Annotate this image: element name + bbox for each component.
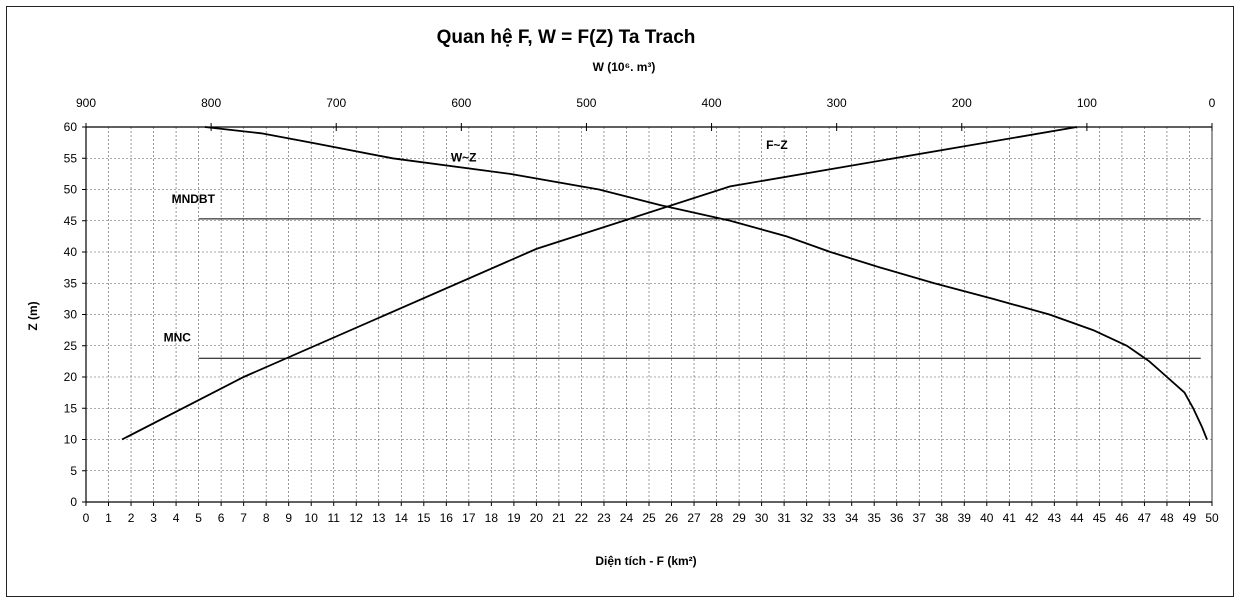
- x-tick-label: 4: [173, 511, 180, 525]
- x-tick-label: 37: [913, 511, 927, 525]
- x-tick-label: 33: [822, 511, 836, 525]
- y-tick-label: 45: [64, 214, 78, 228]
- series-line-w-z: [204, 126, 1208, 440]
- top-tick-label: 800: [201, 96, 221, 110]
- y-tick-label: 5: [70, 464, 77, 478]
- x-axis-label: Diện tích - F (km²): [595, 554, 696, 568]
- top-tick-label: 600: [451, 96, 471, 110]
- x-tick-label: 45: [1093, 511, 1107, 525]
- x-tick-label: 6: [218, 511, 225, 525]
- y-tick-label: 20: [64, 370, 78, 384]
- x-tick-label: 49: [1183, 511, 1197, 525]
- x-tick-label: 38: [935, 511, 949, 525]
- x-tick-label: 13: [372, 511, 386, 525]
- x-tick-label: 10: [305, 511, 319, 525]
- x-tick-label: 11: [327, 511, 340, 525]
- x-tick-label: 7: [240, 511, 247, 525]
- x-tick-label: 29: [732, 511, 746, 525]
- x-tick-label: 42: [1025, 511, 1039, 525]
- top-tick-label: 300: [827, 96, 847, 110]
- x-tick-label: 24: [620, 511, 634, 525]
- reference-label-mnc: MNC: [164, 330, 192, 344]
- x-tick-label: 16: [440, 511, 454, 525]
- x-tick-label: 27: [687, 511, 701, 525]
- grid: [86, 127, 1212, 502]
- chart-frame: [6, 6, 1234, 597]
- x-tick-label: 23: [597, 511, 611, 525]
- y-tick-label: 15: [64, 401, 78, 415]
- series-label-f-z: F~Z: [766, 138, 788, 152]
- series-line-f-z: [121, 126, 1078, 441]
- x-tick-label: 31: [777, 511, 791, 525]
- top-tick-label: 100: [1077, 96, 1097, 110]
- x-tick-label: 46: [1115, 511, 1129, 525]
- top-tick-label: 0: [1209, 96, 1216, 110]
- y-tick-label: 10: [64, 433, 78, 447]
- x-tick-label: 36: [890, 511, 904, 525]
- x-tick-label: 41: [1003, 511, 1017, 525]
- x-tick-label: 39: [958, 511, 972, 525]
- y-tick-label: 30: [64, 308, 78, 322]
- reference-label-mndbt: MNDBT: [172, 192, 216, 206]
- x-tick-label: 2: [128, 511, 135, 525]
- x-tick-label: 50: [1205, 511, 1219, 525]
- x-tick-label: 32: [800, 511, 814, 525]
- x-tick-label: 9: [285, 511, 292, 525]
- y-tick-label: 60: [64, 120, 78, 134]
- chart-title: Quan hệ F, W = F(Z) Ta Trach: [437, 27, 696, 48]
- y-tick-label: 25: [64, 339, 78, 353]
- x-tick-label: 44: [1070, 511, 1084, 525]
- series-label-w-z: W~Z: [451, 150, 477, 164]
- x-tick-label: 21: [552, 511, 566, 525]
- x-tick-label: 19: [507, 511, 521, 525]
- x-tick-label: 8: [263, 511, 270, 525]
- x-tick-label: 22: [575, 511, 589, 525]
- top-tick-label: 400: [702, 96, 722, 110]
- top-tick-label: 500: [576, 96, 596, 110]
- x-tick-label: 26: [665, 511, 679, 525]
- series-lines: F~Z W~Z: [121, 126, 1208, 441]
- y-axis-label: Z (m): [26, 301, 40, 330]
- top-tick-label: 200: [952, 96, 972, 110]
- y-tick-label: 50: [64, 183, 78, 197]
- x-tick-label: 20: [530, 511, 544, 525]
- x-tick-label: 17: [462, 511, 476, 525]
- y-tick-label: 55: [64, 151, 78, 165]
- y-tick-label: 40: [64, 245, 78, 259]
- x-tick-label: 43: [1048, 511, 1062, 525]
- x-tick-label: 25: [642, 511, 656, 525]
- x-tick-label: 28: [710, 511, 724, 525]
- reference-lines: MNDBT MNC: [164, 192, 1201, 359]
- top-tick-label: 900: [76, 96, 96, 110]
- x-tick-label: 40: [980, 511, 994, 525]
- x-tick-label: 35: [868, 511, 882, 525]
- x-tick-label: 3: [150, 511, 157, 525]
- top-axis-label: W (10⁶. m³): [593, 60, 656, 74]
- x-tick-label: 47: [1138, 511, 1152, 525]
- top-tick-label: 700: [326, 96, 346, 110]
- y-tick-label: 0: [70, 495, 77, 509]
- x-tick-label: 12: [350, 511, 364, 525]
- axes: 0 1 2 3 4 5 6 7 8 9 10 11 12 13 14 15 16 17 18 19 20 21 22 23 24…: [64, 96, 1219, 525]
- x-tick-label: 48: [1160, 511, 1174, 525]
- x-tick-label: 30: [755, 511, 769, 525]
- x-tick-label: 15: [417, 511, 431, 525]
- y-tick-label: 35: [64, 276, 78, 290]
- x-tick-label: 18: [485, 511, 499, 525]
- x-tick-label: 1: [105, 511, 112, 525]
- x-tick-label: 14: [395, 511, 409, 525]
- x-tick-label: 0: [83, 511, 90, 525]
- x-tick-label: 34: [845, 511, 859, 525]
- x-tick-label: 5: [195, 511, 202, 525]
